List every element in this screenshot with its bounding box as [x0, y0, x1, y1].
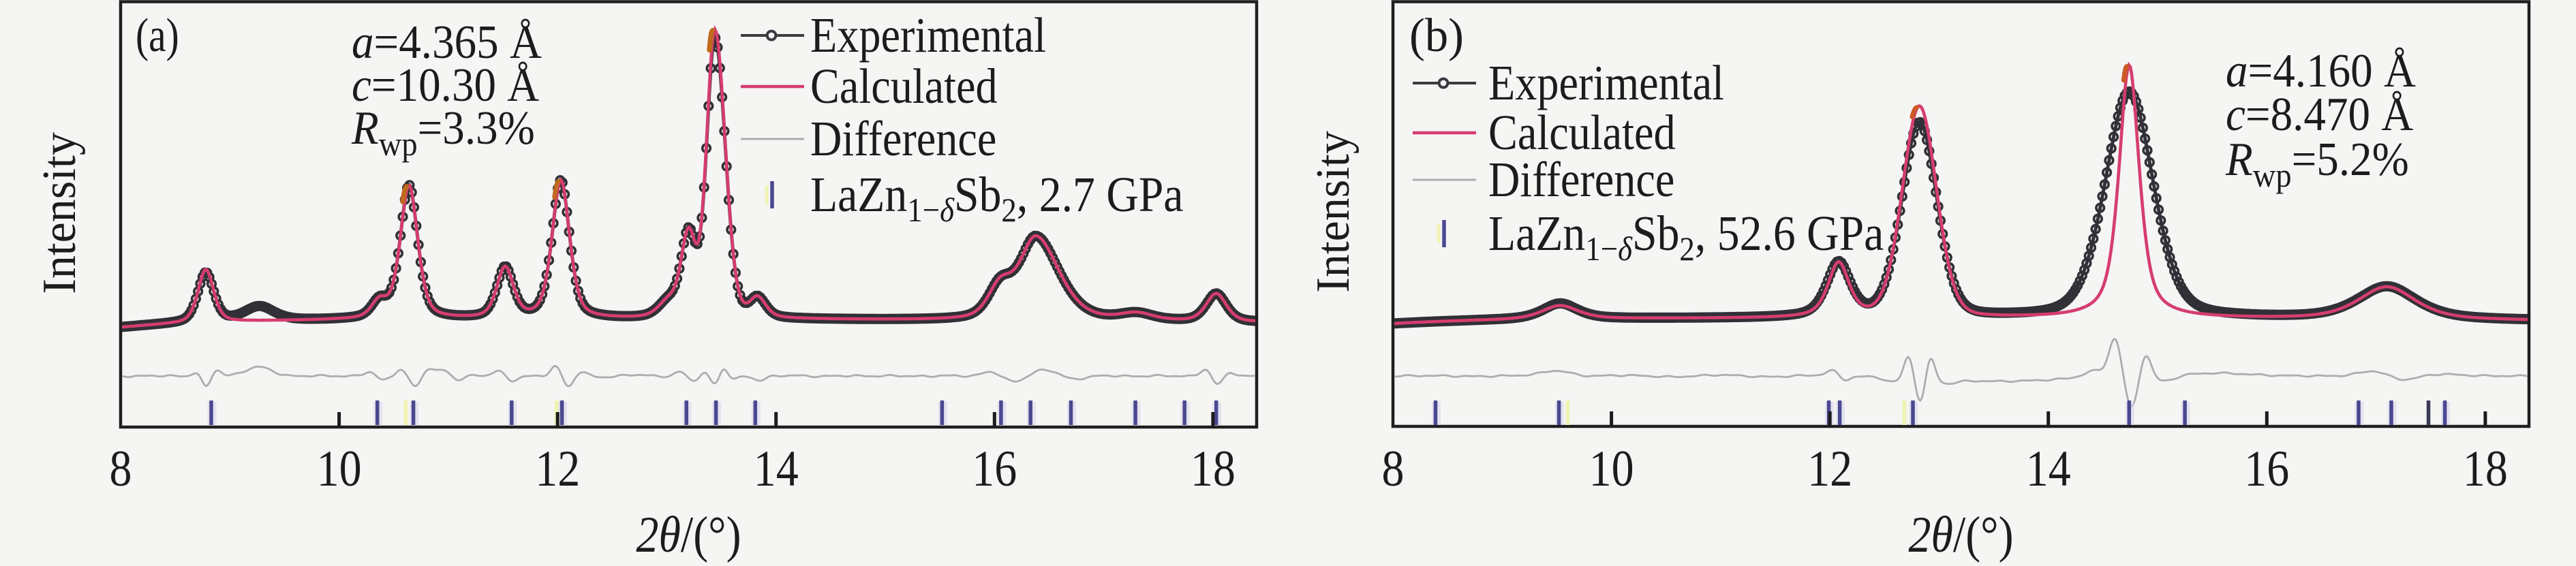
svg-text:a=4.160 Å: a=4.160 Å [2226, 44, 2416, 97]
svg-text:a=4.365 Å: a=4.365 Å [352, 16, 542, 69]
svg-text:c=10.30 Å: c=10.30 Å [352, 59, 540, 112]
svg-text:2θ/(°): 2θ/(°) [636, 507, 741, 563]
svg-text:18: 18 [1191, 441, 1236, 497]
svg-text:Experimental: Experimental [810, 7, 1046, 63]
svg-text:Experimental: Experimental [1488, 55, 1724, 110]
svg-text:18: 18 [2463, 441, 2508, 497]
svg-text:LaZn1−δSb2, 2.7 GPa: LaZn1−δSb2, 2.7 GPa [810, 168, 1183, 230]
svg-text:10: 10 [317, 441, 362, 497]
svg-text:14: 14 [2026, 441, 2071, 497]
svg-text:14: 14 [754, 441, 799, 497]
svg-text:8: 8 [1382, 441, 1405, 497]
svg-text:Difference: Difference [810, 111, 996, 166]
svg-text:c=8.470 Å: c=8.470 Å [2226, 88, 2414, 141]
svg-text:Rwp=5.2%: Rwp=5.2% [2225, 133, 2409, 195]
svg-text:Calculated: Calculated [810, 59, 998, 114]
svg-text:12: 12 [1807, 441, 1852, 497]
svg-text:Rwp=3.3%: Rwp=3.3% [351, 101, 535, 163]
svg-text:2θ/(°): 2θ/(°) [1908, 507, 2013, 563]
svg-text:Intensity: Intensity [1306, 131, 1359, 293]
svg-text:Calculated: Calculated [1488, 105, 1676, 160]
svg-text:Difference: Difference [1488, 152, 1674, 207]
svg-text:(a): (a) [136, 9, 179, 62]
svg-text:10: 10 [1589, 441, 1634, 497]
svg-text:Intensity: Intensity [33, 132, 85, 294]
svg-text:(b): (b) [1409, 8, 1464, 61]
svg-text:8: 8 [110, 441, 132, 497]
svg-text:12: 12 [535, 441, 580, 497]
svg-text:16: 16 [972, 441, 1017, 497]
svg-text:16: 16 [2244, 441, 2289, 497]
